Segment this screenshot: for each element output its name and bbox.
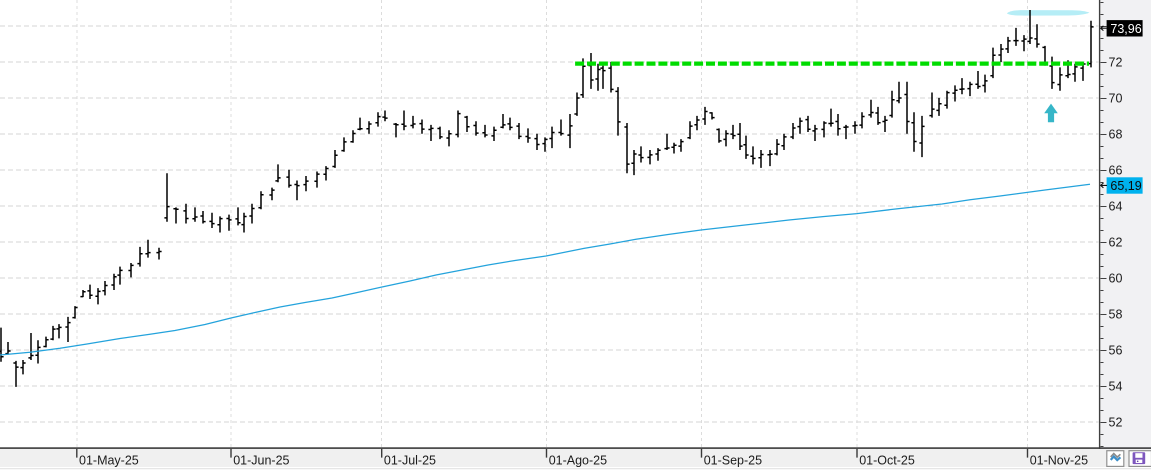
svg-text:64: 64 [1109, 200, 1123, 214]
svg-text:54: 54 [1109, 380, 1123, 394]
svg-text:01-Jul-25: 01-Jul-25 [384, 453, 436, 467]
svg-text:01-Sep-25: 01-Sep-25 [704, 453, 762, 467]
svg-text:01-Ago-25: 01-Ago-25 [549, 453, 607, 467]
svg-text:72: 72 [1109, 56, 1123, 70]
svg-text:62: 62 [1109, 236, 1123, 250]
svg-text:56: 56 [1109, 344, 1123, 358]
svg-text:58: 58 [1109, 308, 1123, 322]
svg-text:65,19: 65,19 [1110, 179, 1141, 193]
svg-text:66: 66 [1109, 164, 1123, 178]
svg-text:70: 70 [1109, 92, 1123, 106]
svg-text:52: 52 [1109, 416, 1123, 430]
svg-text:01-May-25: 01-May-25 [79, 453, 139, 467]
svg-text:73,96: 73,96 [1110, 22, 1141, 36]
svg-text:01-Nov-25: 01-Nov-25 [1030, 453, 1088, 467]
svg-text:60: 60 [1109, 272, 1123, 286]
svg-text:68: 68 [1109, 128, 1123, 142]
svg-text:01-Jun-25: 01-Jun-25 [233, 453, 289, 467]
svg-text:01-Oct-25: 01-Oct-25 [859, 453, 915, 467]
